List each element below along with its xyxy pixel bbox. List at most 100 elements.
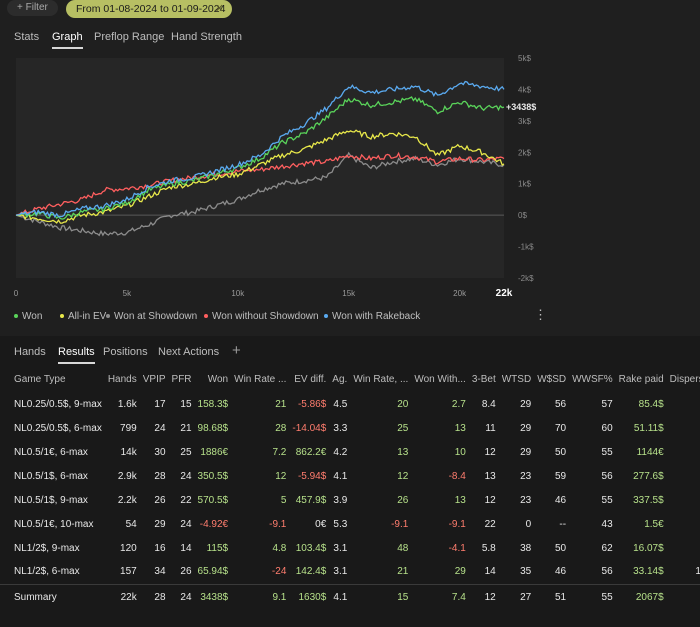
- tab-hand-strength[interactable]: Hand Strength: [171, 31, 242, 43]
- more-options-icon[interactable]: ⋮: [534, 307, 547, 322]
- table-cell: 8.29: [670, 392, 700, 416]
- table-cell: 13: [397, 446, 409, 458]
- table-cell: 9.53: [669, 583, 700, 610]
- table-row[interactable]: NL0.25/0.5$, 6-max 799 24 21 98.68$ 28 -14.04$…: [0, 416, 700, 440]
- column-header[interactable]: Won With...: [414, 373, 466, 385]
- table-cell: 11: [485, 422, 496, 434]
- column-header[interactable]: EV diff.: [294, 373, 327, 385]
- y-tick-label: -1k$: [518, 243, 534, 252]
- table-header-row: Game Type Hands VPIP PFR Won Win Rate ... EV d…: [0, 366, 700, 392]
- x-tick-label-max: 22k: [496, 288, 513, 299]
- series-line-won-at-showdown: [15, 151, 505, 237]
- column-header[interactable]: W$SD: [537, 373, 567, 385]
- column-header[interactable]: Win Rate, ...: [353, 373, 409, 385]
- column-header[interactable]: Rake paid: [618, 373, 664, 385]
- table-cell: 57: [601, 398, 613, 410]
- table-cell: 22k: [107, 583, 143, 610]
- table-cell: 46: [554, 494, 567, 506]
- legend-item-won-without-showdown[interactable]: Won without Showdown: [204, 311, 319, 322]
- table-cell: -5.86$: [297, 398, 327, 410]
- table-cell: 862.2€: [295, 446, 327, 458]
- table-cell: --: [559, 518, 567, 530]
- table-cell: 24: [180, 518, 192, 530]
- table-cell: 33.14$: [633, 566, 664, 578]
- table-cell: -5.94$: [297, 470, 327, 482]
- table-row[interactable]: NL0.5/1$, 9-max 2.2k 26 22 570.5$ 5 457.9$ 3.9 2…: [0, 488, 700, 512]
- tab-positions[interactable]: Positions: [103, 346, 148, 358]
- table-cell: 799: [120, 422, 137, 434]
- table-cell: NL1/2$, 6-max: [14, 566, 80, 578]
- table-cell: 28: [142, 583, 172, 610]
- tab-next-actions[interactable]: Next Actions: [158, 346, 220, 358]
- column-header[interactable]: 3-Bet: [471, 373, 496, 385]
- close-icon[interactable]: ✕: [214, 3, 224, 15]
- tab-stats[interactable]: Stats: [14, 31, 40, 43]
- y-tick-label: 0$: [518, 211, 527, 220]
- table-cell: 9.73: [670, 440, 700, 464]
- column-header[interactable]: Dispersio...: [669, 373, 700, 385]
- add-tab-icon[interactable]: +: [232, 342, 241, 359]
- table-cell: 9.97: [670, 464, 700, 488]
- table-row[interactable]: NL0.5/1€, 10-max 54 29 24 -4.92€ -9.1 0€ 5.3 -9.…: [0, 512, 700, 536]
- table-cell: 2.9k: [117, 470, 137, 482]
- table-cell: NL0.5/1€, 10-max: [14, 518, 94, 530]
- series-line-all-in-ev: [15, 129, 505, 224]
- table-cell: 3.3: [333, 422, 348, 434]
- tab-results[interactable]: Results: [58, 346, 95, 364]
- table-cell: 9.98: [670, 536, 700, 560]
- table-cell: 8.5: [670, 416, 700, 440]
- date-range-chip[interactable]: From 01-08-2024 to 01-09-2024 ✕: [66, 0, 232, 18]
- table-cell: 5: [280, 494, 287, 506]
- legend-item-won-with-rakeback[interactable]: Won with Rakeback: [324, 311, 420, 322]
- table-cell: 22: [180, 494, 192, 506]
- table-cell: 28: [275, 422, 287, 434]
- table-row[interactable]: NL0.25/0.5$, 9-max 1.6k 17 15 158.3$ 21 -5.86$…: [0, 392, 700, 416]
- table-row[interactable]: NL1/2$, 6-max 157 34 26 65.94$ -24 142.4$ 3.1 21…: [0, 560, 700, 584]
- tab-graph[interactable]: Graph: [52, 31, 83, 49]
- table-cell: 25: [397, 422, 409, 434]
- table-cell: 24: [154, 422, 166, 434]
- end-value-label: +3438$: [506, 102, 536, 112]
- x-tick-label: 20k: [453, 289, 467, 298]
- table-cell: 25: [180, 446, 192, 458]
- table-cell: 0: [525, 518, 532, 530]
- column-header[interactable]: Ag.: [332, 373, 348, 385]
- table-cell: 9.1: [234, 583, 293, 610]
- column-header[interactable]: Game Type: [14, 373, 66, 385]
- table-cell: 4.8: [272, 542, 287, 554]
- column-header[interactable]: Win Rate ...: [234, 373, 287, 385]
- column-header[interactable]: PFR: [171, 373, 192, 385]
- column-header[interactable]: Hands: [107, 373, 137, 385]
- column-header[interactable]: Won: [207, 373, 229, 385]
- column-header[interactable]: WWSF%: [572, 373, 613, 385]
- results-table: Game Type Hands VPIP PFR Won Win Rate ... EV d…: [0, 366, 700, 610]
- table-row[interactable]: NL1/2$, 9-max 120 16 14 115$ 4.8 103.4$ 3.1 48 -4…: [0, 536, 700, 560]
- summary-row[interactable]: Summary 22k 28 24 3438$ 9.1 1630$ 4.1 15 7.4 12 27 5…: [0, 583, 700, 610]
- table-cell: 2.2k: [117, 494, 137, 506]
- table-cell: 337.5$: [633, 494, 664, 506]
- legend-item-allin-ev[interactable]: All-in EV: [60, 311, 106, 322]
- x-tick-label: 10k: [231, 289, 245, 298]
- filter-button[interactable]: + Filter: [7, 0, 58, 16]
- tab-hands[interactable]: Hands: [14, 346, 46, 358]
- column-header[interactable]: VPIP: [142, 373, 166, 385]
- filter-bar: + Filter From 01-08-2024 to 01-09-2024 ✕: [0, 0, 700, 20]
- series-line-won-without-showdown: [15, 151, 505, 216]
- table-cell: 16: [154, 542, 166, 554]
- table-cell: 20: [397, 398, 409, 410]
- table-cell: 158.3$: [197, 398, 229, 410]
- table-cell: 12: [275, 470, 287, 482]
- filter-label: Filter: [25, 2, 48, 13]
- y-tick-label: 1k$: [518, 180, 531, 189]
- tab-preflop-range[interactable]: Preflop Range: [94, 31, 165, 43]
- table-cell: 29: [520, 398, 532, 410]
- table-cell: 0€: [315, 518, 327, 530]
- table-cell: 8.72: [670, 488, 700, 512]
- table-cell: 3.9: [333, 494, 348, 506]
- column-header[interactable]: WTSD: [501, 373, 532, 385]
- table-row[interactable]: NL0.5/1€, 6-max 14k 30 25 1886€ 7.2 862.2€ 4.2 1…: [0, 440, 700, 464]
- table-row[interactable]: NL0.5/1$, 6-max 2.9k 28 24 350.5$ 12 -5.94$ 4.1…: [0, 464, 700, 488]
- legend-item-won-at-showdown[interactable]: Won at Showdown: [106, 311, 197, 322]
- table-cell: 13: [454, 422, 466, 434]
- legend-item-won[interactable]: Won: [14, 311, 42, 322]
